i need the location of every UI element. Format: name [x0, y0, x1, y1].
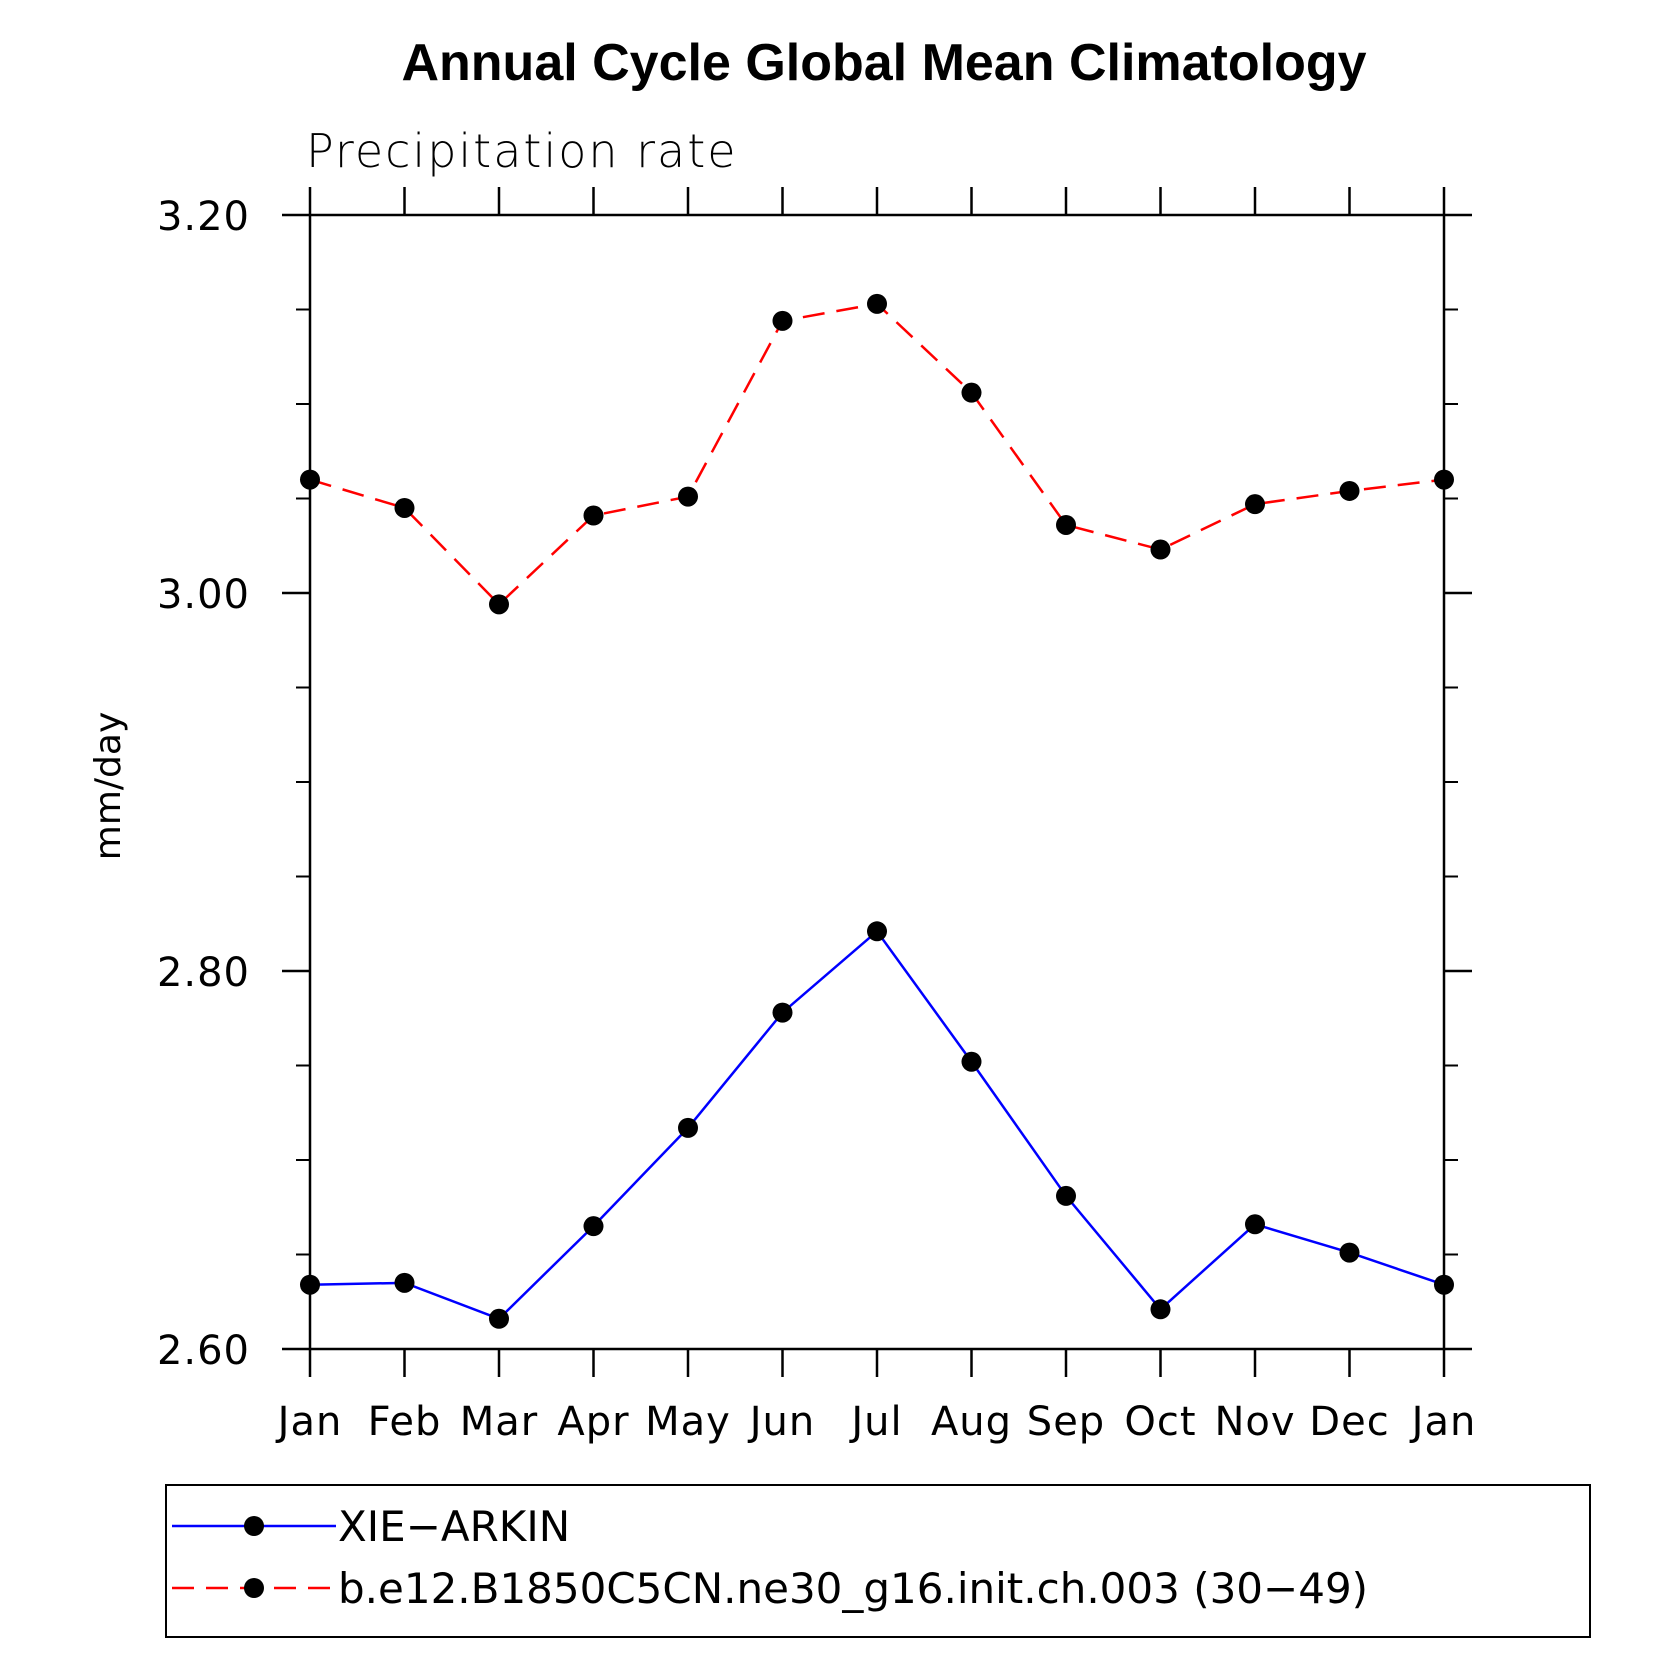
data-point	[1339, 480, 1360, 501]
chart-title: Annual Cycle Global Mean Climatology	[401, 34, 1366, 92]
data-point	[300, 1274, 320, 1295]
data-point	[867, 921, 887, 942]
data-point	[583, 505, 604, 526]
y-tick-label: 2.60	[157, 1328, 250, 1374]
x-tick-label: Aug	[931, 1399, 1012, 1445]
data-point	[1056, 514, 1076, 535]
legend: XIE−ARKIN b.e12.B1850C5CN.ne30_g16.init.c…	[165, 1484, 1591, 1638]
data-point	[1434, 1274, 1454, 1295]
data-point	[1245, 1214, 1265, 1235]
y-tick-label: 3.20	[157, 194, 250, 240]
x-tick-label: Dec	[1309, 1399, 1389, 1445]
x-tick-label: Feb	[368, 1399, 442, 1445]
x-tick-label: Jan	[1409, 1399, 1477, 1445]
x-tick-label: May	[645, 1399, 731, 1445]
data-point	[300, 469, 320, 490]
legend-label-1: XIE−ARKIN	[338, 1502, 570, 1551]
data-point	[394, 497, 415, 518]
data-point	[678, 486, 698, 507]
data-point	[961, 1051, 982, 1072]
chart-subtitle: Precipitation rate	[306, 124, 738, 178]
data-point	[1150, 539, 1171, 560]
data-point	[678, 1117, 698, 1138]
data-point	[772, 310, 793, 331]
series-line-2	[309, 302, 1445, 607]
y-axis-label: mm/day	[88, 712, 129, 860]
x-tick-label: Mar	[460, 1399, 538, 1445]
plot-frame	[308, 213, 1446, 1351]
x-tick-label: Oct	[1124, 1399, 1196, 1445]
x-tick-label: Jan	[275, 1399, 343, 1445]
data-point	[583, 1216, 604, 1237]
x-tick-label: Apr	[557, 1399, 629, 1445]
data-point	[1339, 1242, 1360, 1263]
data-point	[1056, 1185, 1076, 1206]
legend-box	[165, 1484, 1591, 1638]
x-tick-label: Nov	[1214, 1399, 1295, 1445]
y-tick-label: 3.00	[157, 572, 250, 618]
data-point	[867, 293, 887, 314]
series-layer	[300, 293, 1454, 1329]
y-tick-label: 2.80	[157, 950, 250, 996]
plot-axes: Jan Feb Mar Apr May Jun Jul Aug Sep Oct Nov Dec Jan 2…	[157, 187, 1477, 1445]
legend-marker	[244, 1578, 264, 1598]
data-point	[489, 594, 509, 615]
x-tick-label: Sep	[1027, 1399, 1105, 1445]
data-point	[961, 382, 982, 403]
legend-marker	[244, 1516, 264, 1536]
data-point	[489, 1308, 509, 1329]
data-point	[1150, 1299, 1171, 1320]
data-point	[1245, 494, 1265, 515]
x-tick-label: Jul	[848, 1399, 902, 1445]
data-point	[394, 1272, 415, 1293]
x-tick-label: Jun	[747, 1399, 816, 1445]
data-point	[772, 1002, 793, 1023]
legend-label-2: b.e12.B1850C5CN.ne30_g16.init.ch.003 (30…	[338, 1564, 1368, 1613]
series-line-1	[309, 929, 1445, 1321]
data-point	[1434, 469, 1454, 490]
